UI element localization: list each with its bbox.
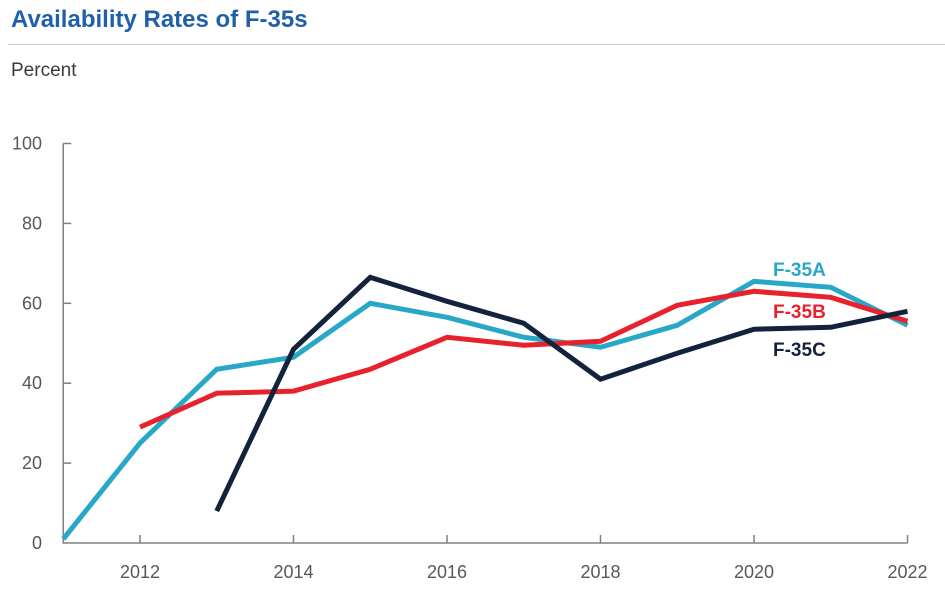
- y-axis: 0 20 40 60 80 100: [12, 134, 72, 553]
- x-tick-label: 2012: [120, 562, 160, 582]
- x-tick-label: 2020: [734, 562, 774, 582]
- y-axis-unit-label: Percent: [11, 60, 77, 81]
- title-divider: [8, 44, 945, 45]
- x-tick-label: 2022: [887, 562, 927, 582]
- y-tick-label: 60: [22, 293, 42, 313]
- y-tick-label: 0: [32, 533, 42, 553]
- series-label-f-35c: F-35C: [773, 340, 826, 361]
- series-line-f-35c: [214, 274, 909, 513]
- series-line-f-35b: [138, 288, 909, 430]
- series-line-f-35a: [61, 278, 909, 541]
- series-label-f-35b: F-35B: [773, 302, 826, 323]
- chart-axes: [62, 143, 908, 544]
- y-tick-label: 40: [22, 373, 42, 393]
- x-tick-label: 2014: [273, 562, 313, 582]
- x-tick-label: 2016: [427, 562, 467, 582]
- y-tick-label: 100: [12, 134, 42, 154]
- x-axis: 2012 2014 2016 2018 2020 2022: [120, 535, 928, 582]
- y-tick-label: 80: [22, 213, 42, 233]
- page-title: Availability Rates of F-35s: [11, 6, 308, 33]
- y-tick-label: 20: [22, 453, 42, 473]
- x-tick-label: 2018: [580, 562, 620, 582]
- series-label-f-35a: F-35A: [773, 260, 826, 281]
